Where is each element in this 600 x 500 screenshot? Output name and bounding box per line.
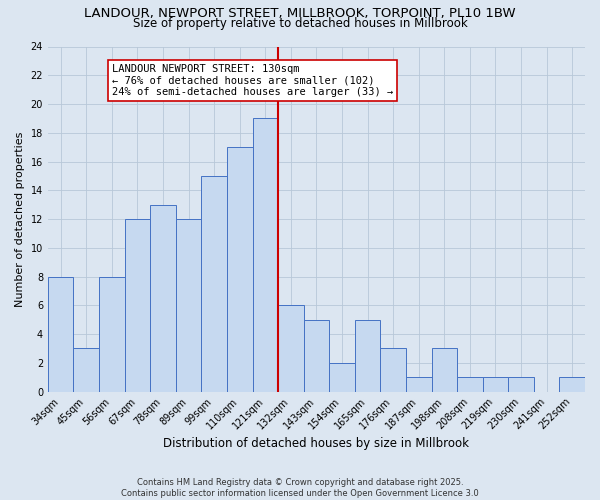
Bar bbox=[559, 377, 585, 392]
Bar bbox=[125, 219, 150, 392]
Bar bbox=[304, 320, 329, 392]
X-axis label: Distribution of detached houses by size in Millbrook: Distribution of detached houses by size … bbox=[163, 437, 469, 450]
Bar bbox=[73, 348, 99, 392]
Bar bbox=[355, 320, 380, 392]
Text: LANDOUR NEWPORT STREET: 130sqm
← 76% of detached houses are smaller (102)
24% of: LANDOUR NEWPORT STREET: 130sqm ← 76% of … bbox=[112, 64, 393, 97]
Text: Size of property relative to detached houses in Millbrook: Size of property relative to detached ho… bbox=[133, 18, 467, 30]
Text: LANDOUR, NEWPORT STREET, MILLBROOK, TORPOINT, PL10 1BW: LANDOUR, NEWPORT STREET, MILLBROOK, TORP… bbox=[84, 8, 516, 20]
Bar bbox=[150, 204, 176, 392]
Text: Contains HM Land Registry data © Crown copyright and database right 2025.
Contai: Contains HM Land Registry data © Crown c… bbox=[121, 478, 479, 498]
Bar bbox=[431, 348, 457, 392]
Bar bbox=[482, 377, 508, 392]
Y-axis label: Number of detached properties: Number of detached properties bbox=[15, 132, 25, 306]
Bar bbox=[202, 176, 227, 392]
Bar bbox=[457, 377, 482, 392]
Bar bbox=[176, 219, 202, 392]
Bar bbox=[253, 118, 278, 392]
Bar bbox=[406, 377, 431, 392]
Bar bbox=[227, 147, 253, 392]
Bar bbox=[99, 276, 125, 392]
Bar bbox=[380, 348, 406, 392]
Bar bbox=[48, 276, 73, 392]
Bar bbox=[508, 377, 534, 392]
Bar bbox=[278, 306, 304, 392]
Bar bbox=[329, 363, 355, 392]
